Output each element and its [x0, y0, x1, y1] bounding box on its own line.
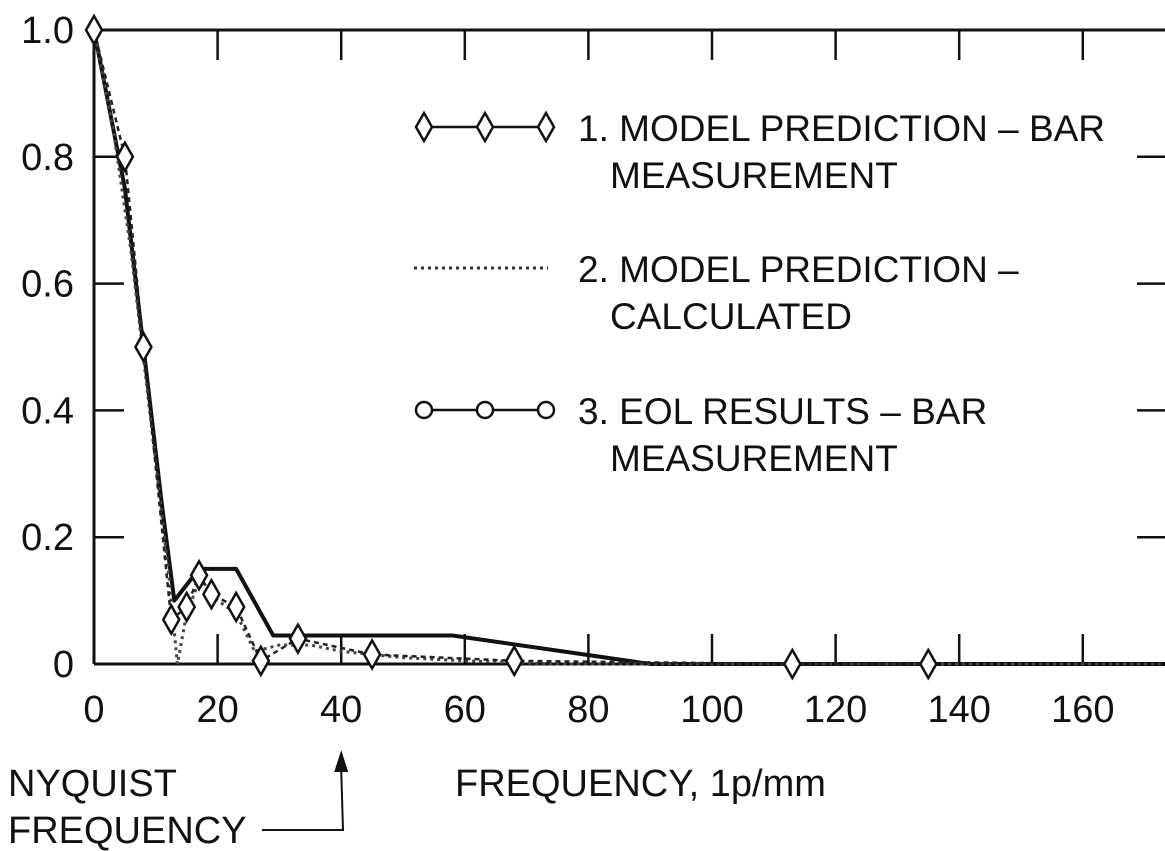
legend-diamond-icon: [536, 110, 556, 144]
legend-label-line-1: 1. MODEL PREDICTION – BAR: [578, 108, 1105, 149]
nyquist-label-line-1: NYQUIST: [8, 763, 177, 805]
nyquist-arrow-icon: [334, 750, 349, 772]
series-point-diamond: [134, 330, 153, 364]
series-point-diamond: [201, 577, 221, 611]
y-tick-label: 0.4: [21, 390, 74, 432]
legend: 1. MODEL PREDICTION – BAR MEASUREMENT 2. M…: [414, 108, 1105, 479]
legend-circle-icon: [536, 400, 556, 420]
x-tick-label: 100: [680, 689, 743, 731]
x-tick-label: 80: [567, 689, 609, 731]
legend-circle-icon: [475, 400, 495, 420]
y-tick-label: 0.8: [21, 137, 74, 179]
x-axis-title: FREQUENCY, 1p/mm: [455, 763, 826, 805]
series-point-diamond: [362, 637, 382, 672]
series-line-model-bar: [92, 29, 929, 666]
axes: 0 20 40 60 80 100 120 140 160 0 0.2 0.4 0.6 0.8 1.0: [21, 10, 1165, 731]
legend-label-line-2: MEASUREMENT: [610, 438, 898, 479]
x-tick-label: 140: [927, 689, 990, 731]
nyquist-label-line-2: FREQUENCY: [8, 810, 247, 851]
y-tick-label: 0: [53, 644, 74, 686]
legend-label-line-1: 3. EOL RESULTS – BAR: [578, 391, 987, 432]
legend-item-1: 1. MODEL PREDICTION – BAR MEASUREMENT: [414, 108, 1105, 196]
x-tick-label: 20: [196, 689, 238, 731]
series-point-diamond: [226, 590, 246, 624]
legend-label-line-2: MEASUREMENT: [610, 155, 898, 196]
series-point-diamond: [504, 644, 524, 678]
y-tick-label: 0.6: [21, 264, 74, 306]
nyquist-annotation: NYQUIST FREQUENCY: [8, 750, 349, 851]
x-tick-label: 160: [1051, 689, 1114, 731]
y-tick-label: 0.2: [21, 517, 74, 559]
legend-item-3: 3. EOL RESULTS – BAR MEASUREMENT: [414, 391, 987, 479]
series-point-diamond: [189, 558, 209, 592]
legend-diamond-icon: [475, 110, 495, 144]
legend-label-line-1: 2. MODEL PREDICTION –: [578, 249, 1019, 290]
series-layer: [84, 13, 1165, 681]
series-point-diamond: [251, 644, 271, 678]
series-point-diamond: [918, 647, 938, 681]
series-point-diamond: [115, 140, 135, 174]
legend-circle-icon: [414, 400, 434, 420]
series-point-diamond: [782, 647, 802, 681]
legend-item-2: 2. MODEL PREDICTION – CALCULATED: [414, 249, 1019, 337]
x-tick-label: 0: [83, 689, 104, 731]
nyquist-leader-line: [262, 769, 345, 831]
x-tick-label: 60: [444, 689, 486, 731]
x-tick-label: 120: [804, 689, 867, 731]
legend-diamond-icon: [414, 110, 434, 144]
series-point-diamond: [161, 603, 181, 637]
series-point-diamond: [177, 590, 197, 624]
y-tick-label: 1.0: [21, 10, 74, 52]
legend-label-line-2: CALCULATED: [610, 296, 852, 337]
series-point-diamond: [288, 622, 308, 656]
series-point-diamond: [84, 13, 104, 47]
x-tick-label: 40: [320, 689, 362, 731]
